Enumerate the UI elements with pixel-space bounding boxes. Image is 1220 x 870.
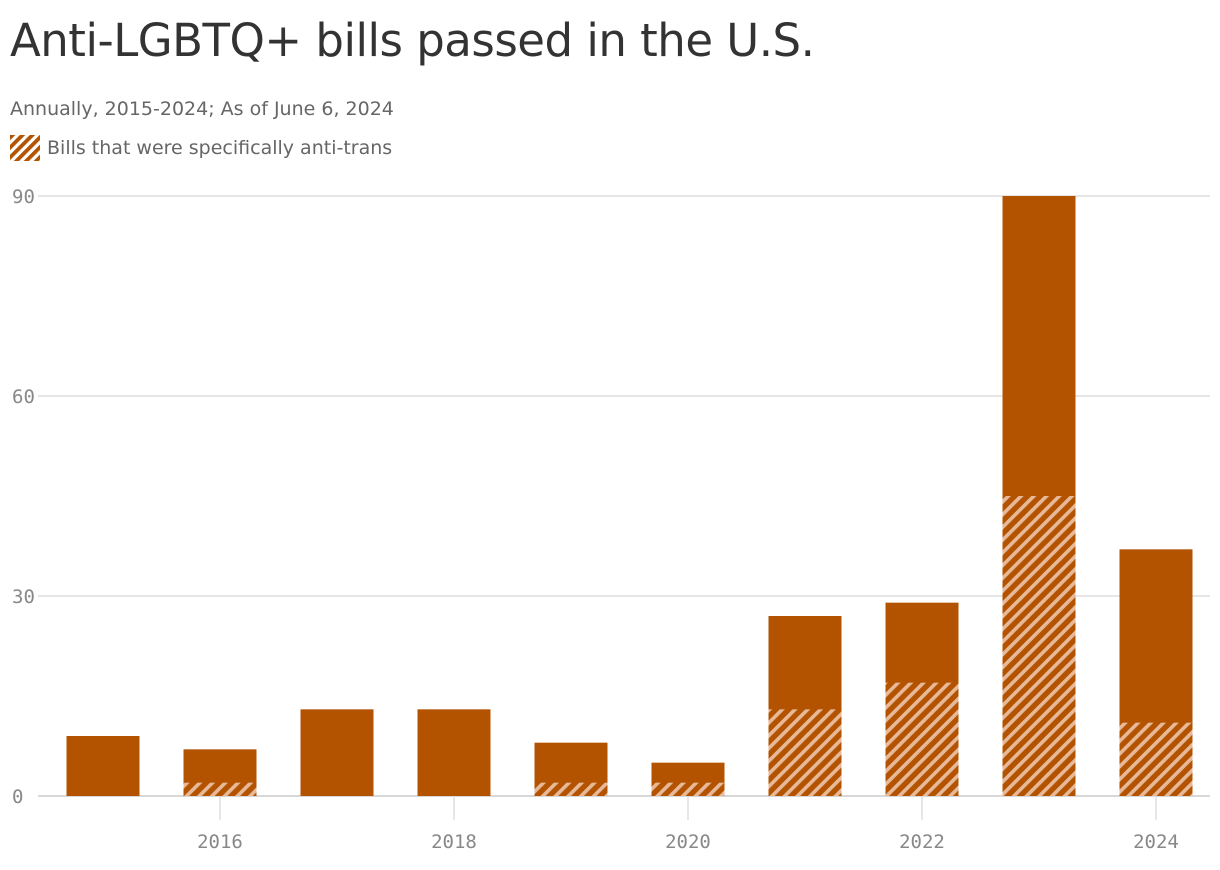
- bar-anti-trans: [1119, 722, 1193, 796]
- x-tick-label: 2022: [899, 831, 945, 853]
- hatch-swatch-icon: [10, 135, 40, 161]
- bar-total: [417, 709, 491, 796]
- y-tick-label: 30: [12, 586, 35, 608]
- bar-anti-trans: [534, 782, 608, 796]
- legend-label: Bills that were specifically anti-trans: [47, 137, 393, 159]
- x-tick-label: 2024: [1133, 831, 1179, 853]
- bar-anti-trans: [651, 782, 725, 796]
- chart-subtitle: Annually, 2015-2024; As of June 6, 2024: [10, 98, 394, 120]
- bar-anti-trans: [768, 709, 842, 796]
- x-tick-label: 2018: [431, 831, 477, 853]
- bar-anti-trans: [1002, 496, 1076, 796]
- legend: Bills that were specifically anti-trans: [10, 135, 392, 161]
- bar-anti-trans: [885, 682, 959, 796]
- bar-total: [300, 709, 374, 796]
- x-tick-label: 2020: [665, 831, 711, 853]
- y-tick-label: 60: [12, 386, 35, 408]
- bar-anti-trans: [183, 782, 257, 796]
- bar-total: [66, 736, 140, 796]
- y-tick-label: 0: [12, 786, 23, 808]
- y-tick-label: 90: [12, 186, 35, 208]
- chart-title: Anti-LGBTQ+ bills passed in the U.S.: [10, 14, 815, 67]
- x-tick-label: 2016: [197, 831, 243, 853]
